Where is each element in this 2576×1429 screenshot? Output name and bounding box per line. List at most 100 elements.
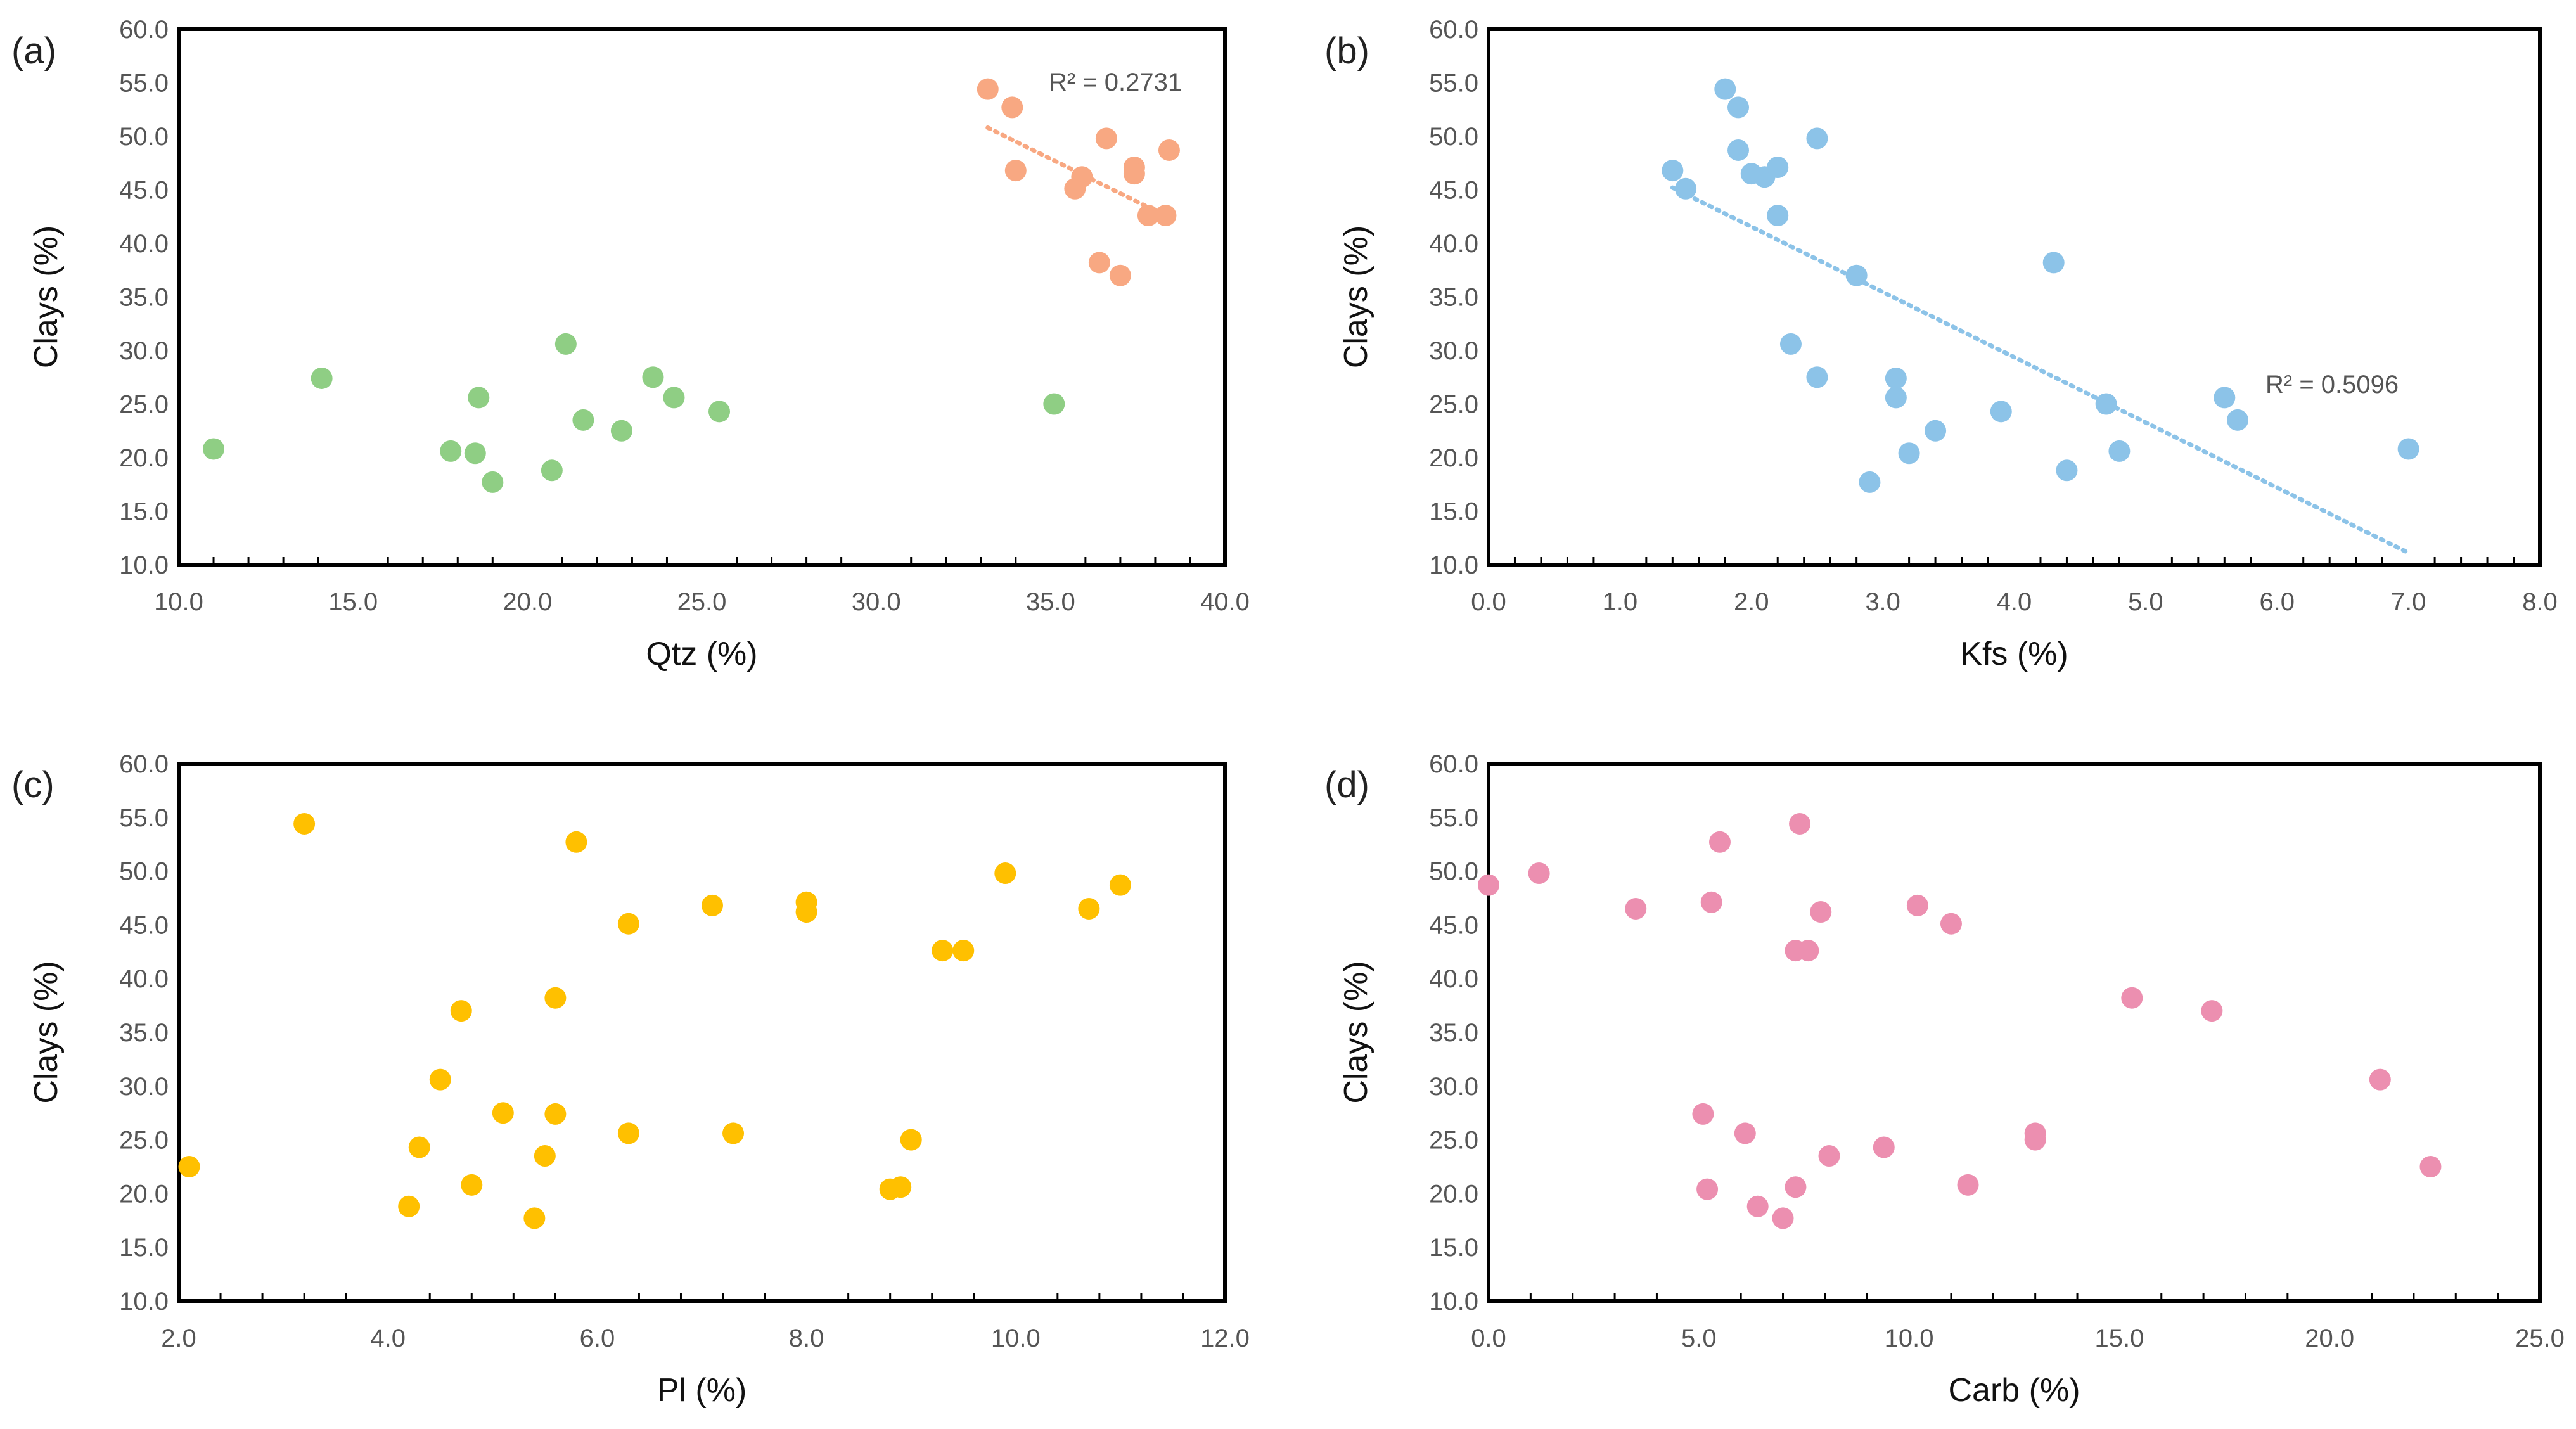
x-tick-label-kfs: 0.0 xyxy=(1471,588,1506,616)
data-point-qtz xyxy=(464,442,486,465)
x-tick-label-kfs: 7.0 xyxy=(2391,588,2426,616)
chart-panel-carb: (d) 0.0 5.0 10.0 15.0 20.0 25.0 10.0 15.0 20.0 25.… xyxy=(1324,750,2565,1409)
chart-panel-kfs: (b) 0.0 1.0 2.0 3.0 4.0 5.0 6.0 7.0 8.0 10.0 15.0 20… xyxy=(1324,16,2558,672)
data-point-qtz xyxy=(977,78,999,100)
y-tick-label-kfs: 20.0 xyxy=(1429,444,1478,472)
y-tick-label-carb: 25.0 xyxy=(1429,1127,1478,1155)
panel-label-carb: (d) xyxy=(1324,764,1369,805)
data-point-kfs xyxy=(1727,96,1750,119)
data-point-pl xyxy=(450,1000,472,1022)
data-point-pl xyxy=(178,1156,200,1177)
data-point-qtz xyxy=(663,387,685,409)
data-point-qtz xyxy=(1001,96,1023,119)
data-point-qtz xyxy=(610,420,632,442)
x-tick-label-kfs: 3.0 xyxy=(1865,588,1900,616)
data-point-pl xyxy=(722,1122,745,1144)
data-point-qtz xyxy=(708,401,731,423)
y-tick-label-kfs: 55.0 xyxy=(1429,70,1478,98)
data-point-pl xyxy=(932,940,954,962)
data-point-qtz xyxy=(1109,264,1131,286)
data-point-pl xyxy=(398,1195,420,1217)
data-point-qtz xyxy=(1043,393,1065,415)
data-point-qtz xyxy=(1137,205,1159,227)
x-axis-title-pl: Pl (%) xyxy=(657,1372,747,1409)
y-tick-label-carb: 10.0 xyxy=(1429,1288,1478,1316)
y-tick-label-carb: 50.0 xyxy=(1429,858,1478,886)
y-tick-label-pl: 35.0 xyxy=(119,1019,169,1047)
data-point-pl xyxy=(293,812,316,835)
x-tick-label-qtz: 10.0 xyxy=(154,588,203,616)
y-tick-label-carb: 55.0 xyxy=(1429,804,1478,832)
y-tick-label-kfs: 25.0 xyxy=(1429,391,1478,419)
data-point-pl xyxy=(617,913,639,935)
data-point-pl xyxy=(408,1136,430,1158)
y-tick-label-qtz: 30.0 xyxy=(119,337,169,365)
data-point-carb xyxy=(1940,913,1962,935)
y-tick-label-carb: 40.0 xyxy=(1429,965,1478,993)
data-point-pl xyxy=(534,1145,556,1167)
data-point-kfs xyxy=(1806,127,1828,150)
y-tick-label-pl: 20.0 xyxy=(119,1180,169,1208)
data-point-carb xyxy=(1789,812,1811,835)
data-point-carb xyxy=(1772,1207,1794,1229)
x-tick-label-qtz: 15.0 xyxy=(328,588,378,616)
data-point-kfs xyxy=(2108,440,2131,462)
y-tick-label-pl: 45.0 xyxy=(119,911,169,939)
x-tick-label-kfs: 8.0 xyxy=(2522,588,2558,616)
data-point-carb xyxy=(1478,874,1499,896)
y-tick-label-qtz: 20.0 xyxy=(119,444,169,472)
data-point-qtz xyxy=(1071,166,1093,188)
data-point-kfs xyxy=(1727,139,1750,161)
x-tick-label-pl: 2.0 xyxy=(161,1324,196,1352)
data-point-pl xyxy=(795,901,817,923)
data-point-qtz xyxy=(1155,205,1177,227)
x-tick-label-qtz: 40.0 xyxy=(1200,588,1250,616)
data-point-kfs xyxy=(1767,205,1789,227)
data-point-carb xyxy=(2024,1129,2046,1151)
y-tick-label-pl: 55.0 xyxy=(119,804,169,832)
x-axis-title-kfs: Kfs (%) xyxy=(1960,636,2068,672)
x-tick-label-qtz: 25.0 xyxy=(677,588,727,616)
x-tick-label-kfs: 5.0 xyxy=(2128,588,2163,616)
data-point-kfs xyxy=(2095,393,2117,415)
y-tick-label-qtz: 40.0 xyxy=(119,230,169,258)
data-point-qtz xyxy=(554,333,577,355)
panel-label-pl: (c) xyxy=(11,764,54,805)
data-point-carb xyxy=(1957,1174,1979,1196)
data-point-qtz xyxy=(642,366,664,388)
data-point-pl xyxy=(461,1174,483,1196)
data-point-carb xyxy=(1734,1122,1756,1144)
data-point-qtz xyxy=(1123,163,1145,185)
data-point-pl xyxy=(523,1207,546,1229)
y-tick-label-qtz: 35.0 xyxy=(119,284,169,312)
y-tick-label-qtz: 15.0 xyxy=(119,498,169,526)
x-tick-label-qtz: 30.0 xyxy=(852,588,901,616)
y-tick-label-pl: 60.0 xyxy=(119,750,169,778)
y-tick-label-pl: 10.0 xyxy=(119,1288,169,1316)
data-point-kfs xyxy=(1779,333,1802,355)
chart-panel-qtz: (a) 10.0 15.0 20.0 25.0 30.0 35.0 40.0 10.0 15.0 2… xyxy=(11,16,1250,672)
x-tick-label-pl: 4.0 xyxy=(370,1324,406,1352)
y-tick-label-pl: 40.0 xyxy=(119,965,169,993)
y-tick-label-qtz: 50.0 xyxy=(119,123,169,151)
data-point-qtz xyxy=(440,440,462,462)
data-point-pl xyxy=(900,1129,922,1151)
y-axis-title-kfs: Clays (%) xyxy=(1338,226,1375,368)
data-point-pl xyxy=(952,940,975,962)
x-tick-label-carb: 25.0 xyxy=(2515,1324,2565,1352)
data-point-kfs xyxy=(1885,367,1907,389)
x-tick-label-qtz: 35.0 xyxy=(1026,588,1075,616)
x-axis-title-qtz: Qtz (%) xyxy=(646,636,757,672)
data-point-pl xyxy=(617,1122,639,1144)
x-tick-label-carb: 0.0 xyxy=(1471,1324,1506,1352)
y-tick-label-carb: 30.0 xyxy=(1429,1073,1478,1101)
x-tick-label-carb: 5.0 xyxy=(1681,1324,1717,1352)
y-tick-label-pl: 15.0 xyxy=(119,1234,169,1262)
data-point-qtz xyxy=(1158,139,1180,161)
y-axis-title-carb: Clays (%) xyxy=(1338,961,1375,1103)
y-tick-label-kfs: 50.0 xyxy=(1429,123,1478,151)
data-point-carb xyxy=(1810,901,1832,923)
y-tick-label-pl: 30.0 xyxy=(119,1073,169,1101)
data-point-carb xyxy=(2201,1000,2223,1022)
x-tick-label-pl: 12.0 xyxy=(1200,1324,1250,1352)
